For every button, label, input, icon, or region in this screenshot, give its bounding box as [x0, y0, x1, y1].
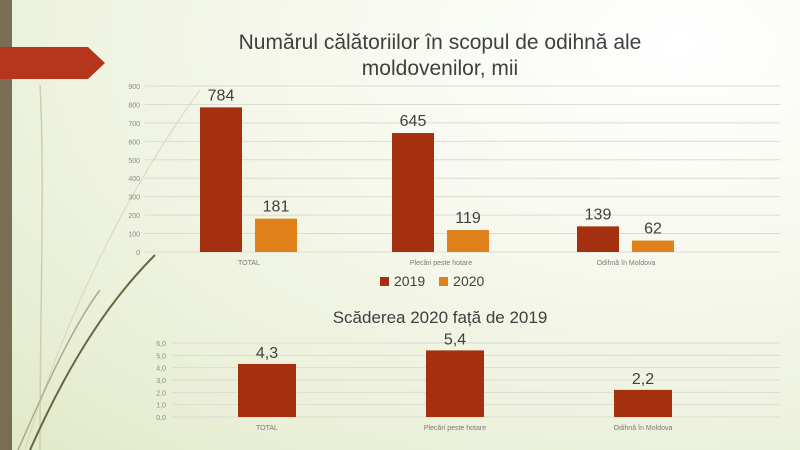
y-tick-label: 500 — [128, 158, 140, 165]
bar-decrease — [426, 350, 484, 417]
x-tick-label: Plecări peste hotare — [424, 425, 486, 432]
bar-2020 — [632, 240, 674, 252]
legend-label: 2020 — [453, 273, 485, 289]
data-label: 784 — [208, 87, 235, 104]
data-label: 5,4 — [444, 331, 466, 348]
bar-2020 — [255, 218, 297, 252]
y-tick-label: 700 — [128, 121, 140, 128]
bar-decrease — [238, 363, 296, 417]
legend-item-2020[interactable]: 2020 — [439, 273, 484, 289]
y-tick-label: 400 — [128, 176, 140, 183]
data-label: 4,3 — [256, 345, 278, 362]
data-label: 2,2 — [632, 371, 654, 388]
data-label: 139 — [585, 206, 612, 223]
y-tick-label: 100 — [128, 232, 140, 239]
bar-decrease — [614, 389, 672, 417]
y-tick-label: 5,0 — [156, 353, 166, 360]
y-tick-label: 3,0 — [156, 378, 166, 385]
y-tick-label: 600 — [128, 139, 140, 146]
legend-item-2019[interactable]: 2019 — [380, 273, 425, 289]
x-tick-label: TOTAL — [256, 425, 278, 432]
y-tick-label: 0,0 — [156, 415, 166, 422]
y-tick-label: 0 — [136, 250, 140, 257]
title-arrow-shape — [0, 47, 105, 79]
y-tick-label: 2,0 — [156, 390, 166, 397]
x-tick-label: Odihnă în Moldova — [614, 425, 673, 432]
left-decorative-strip — [0, 0, 12, 450]
x-tick-label: Odihnă în Moldova — [597, 260, 656, 267]
x-tick-label: Plecări peste hotare — [410, 260, 472, 267]
y-tick-label: 900 — [128, 84, 140, 91]
data-label: 645 — [400, 113, 427, 130]
y-tick-label: 6,0 — [156, 341, 166, 348]
x-tick-label: TOTAL — [238, 260, 260, 267]
chart-title: Numărul călătoriilor în scopul de odihnă… — [238, 31, 642, 80]
data-label: 62 — [644, 221, 662, 238]
decorative-curve — [17, 289, 101, 450]
chart2-title: Scăderea 2020 față de 2019 — [332, 308, 548, 327]
y-tick-label: 200 — [128, 213, 140, 220]
legend-label: 2019 — [394, 273, 426, 289]
legend: 2019 2020 — [380, 273, 484, 289]
y-tick-label: 300 — [128, 195, 140, 202]
bar-2019 — [392, 133, 434, 252]
data-label: 119 — [455, 210, 481, 227]
bar-2019 — [577, 226, 619, 252]
y-tick-label: 4,0 — [156, 366, 166, 373]
decorative-curve — [29, 254, 156, 450]
y-tick-label: 1,0 — [156, 403, 166, 410]
y-tick-label: 800 — [128, 102, 140, 109]
data-label: 181 — [263, 199, 290, 216]
decorative-curve — [39, 84, 43, 450]
bar-2020 — [447, 230, 489, 252]
bar-2019 — [200, 107, 242, 252]
